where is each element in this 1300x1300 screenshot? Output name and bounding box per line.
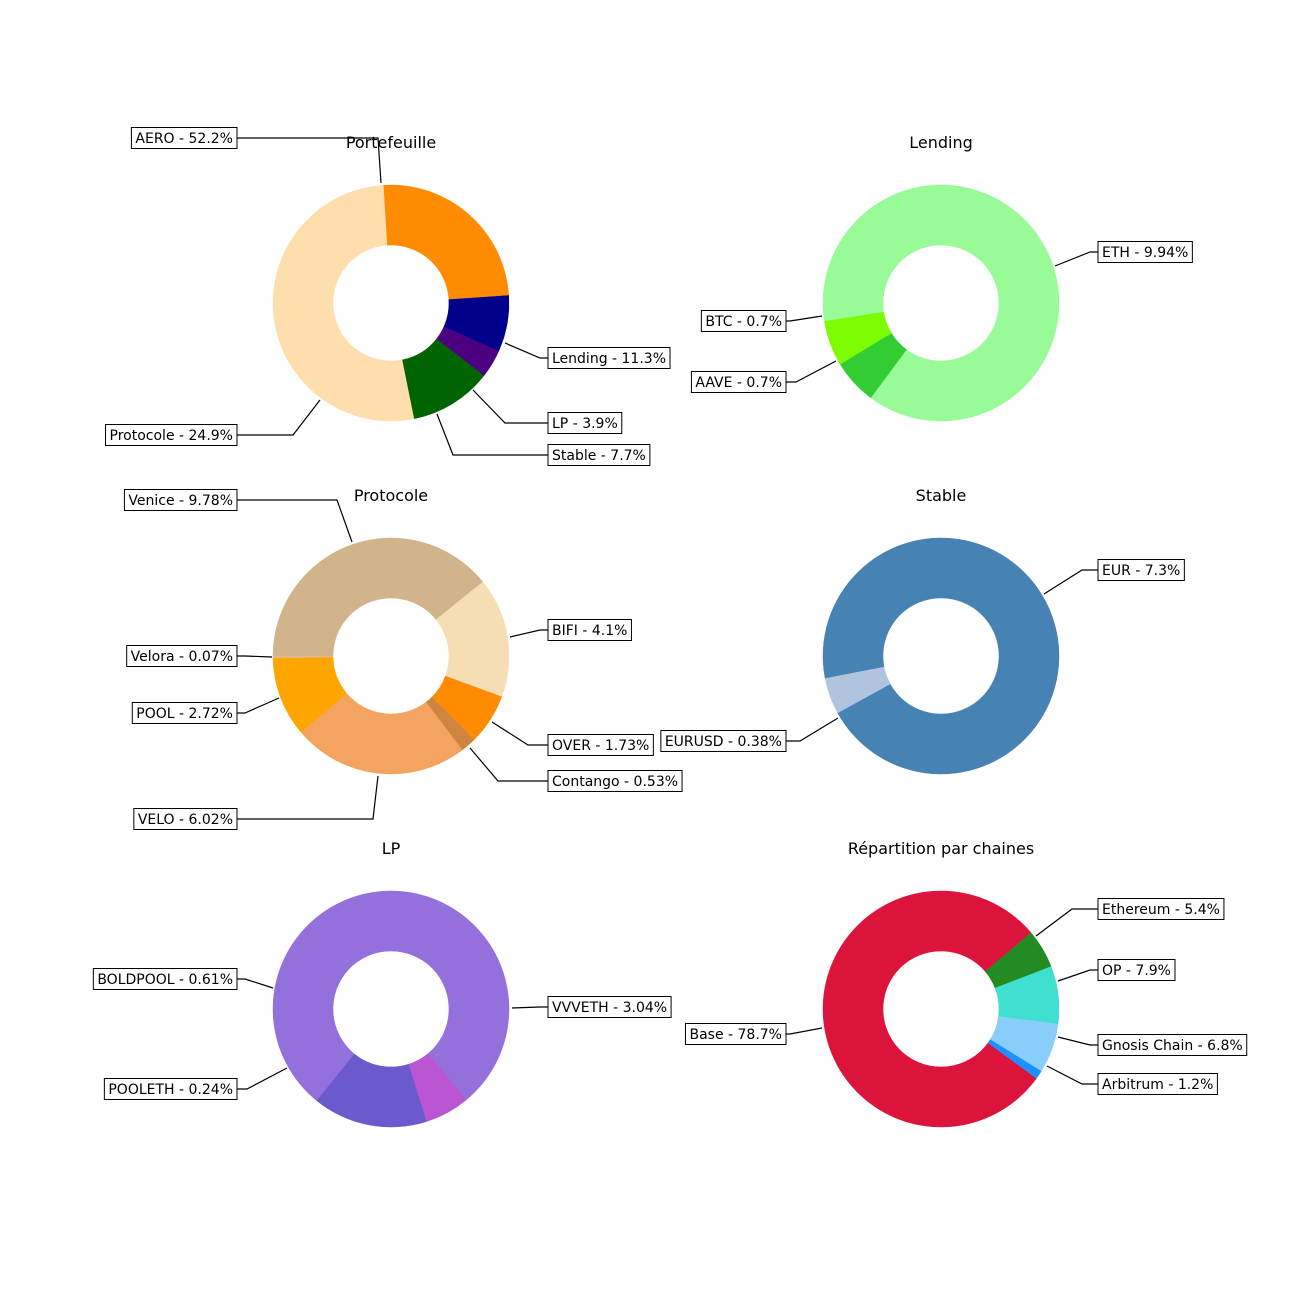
label-box (547, 412, 623, 434)
leader-line (237, 978, 274, 989)
chart-r-partition-par-chaines: Répartition par chaines Ethereum - 5.4% OP… (684, 839, 1248, 1128)
slice-label: Venice - 9.78% (128, 493, 233, 509)
leader-line (1043, 569, 1098, 595)
label-box (690, 371, 787, 393)
label-box (547, 444, 651, 466)
slice-eurusd (824, 666, 891, 714)
label-box (1097, 1034, 1248, 1056)
label-box (123, 489, 238, 511)
label-box (133, 808, 238, 830)
slice-label: Arbitrum - 1.2% (1102, 1077, 1213, 1093)
slice-label: Base - 78.7% (689, 1027, 782, 1043)
chart-title: LP (382, 839, 401, 858)
slice-label: AAVE - 0.7% (695, 375, 782, 391)
chart-title: Répartition par chaines (848, 839, 1034, 858)
leader-line (786, 315, 823, 322)
label-box (547, 734, 654, 756)
label-box (700, 310, 787, 332)
slice-label: EURUSD - 0.38% (665, 734, 782, 750)
leader-line (509, 629, 548, 638)
slice-label: BIFI - 4.1% (552, 623, 627, 639)
slice-label: ETH - 9.94% (1102, 245, 1188, 261)
slice-velora (272, 655, 334, 659)
label-box (547, 347, 671, 369)
chart-title: Lending (909, 133, 973, 152)
slice-label: POOL - 2.72% (136, 706, 233, 722)
slice-boldpool (316, 1053, 427, 1128)
leader-line (436, 413, 548, 456)
slice-label: OP - 7.9% (1102, 963, 1171, 979)
chart-stable: Stable EUR - 7.3% EURUSD - 0.38% (660, 486, 1185, 775)
slice-eur (822, 537, 1060, 775)
label-box (1097, 559, 1185, 581)
label-box (131, 702, 238, 724)
slice-btc (824, 311, 892, 365)
label-box (1097, 1073, 1218, 1095)
leader-line (472, 389, 548, 424)
slice-label: VVVETH - 3.04% (552, 1000, 667, 1016)
leader-line (786, 1027, 823, 1035)
leader-line (1035, 908, 1098, 937)
chart-portefeuille: Portefeuille AERO - 52.2% Lending - 11.3% L… (105, 127, 671, 466)
chart-lending: Lending ETH - 9.94% AAVE - 0.7% BTC - 0.7% (690, 133, 1193, 422)
slice-label: POOLETH - 0.24% (108, 1082, 233, 1098)
leader-line (237, 399, 321, 436)
slice-label: Stable - 7.7% (552, 448, 646, 464)
slice-label: LP - 3.9% (552, 416, 618, 432)
leader-line (237, 775, 379, 820)
label-box (1097, 241, 1193, 263)
slice-label: AERO - 52.2% (135, 131, 233, 147)
leader-line (237, 655, 273, 658)
leader-line (237, 1067, 288, 1090)
slice-label: Lending - 11.3% (552, 351, 666, 367)
leader-line (469, 747, 548, 782)
leader-line (1057, 969, 1098, 982)
label-box (684, 1023, 787, 1045)
leader-line (237, 697, 280, 714)
leader-line (1057, 1036, 1098, 1046)
leader-line (786, 717, 839, 742)
label-box (660, 730, 787, 752)
chart-protocole: Protocole Venice - 9.78% BIFI - 4.1% OVER -… (123, 486, 683, 830)
chart-title: Stable (916, 486, 967, 505)
label-box (126, 645, 238, 667)
slice-venice (272, 537, 484, 657)
slice-label: Velora - 0.07% (131, 649, 233, 665)
label-box (130, 127, 238, 149)
label-box (1097, 959, 1176, 981)
label-box (547, 619, 632, 641)
slice-eth (822, 184, 1060, 422)
leader-line (511, 1006, 548, 1009)
label-box (1097, 898, 1225, 920)
leader-line (237, 499, 353, 543)
chart-title: Portefeuille (346, 133, 436, 152)
slice-label: Protocole - 24.9% (110, 428, 233, 444)
slice-velo (300, 693, 463, 775)
slice-label: Contango - 0.53% (552, 774, 678, 790)
leader-line (1046, 1065, 1098, 1085)
slice-label: Gnosis Chain - 6.8% (1102, 1038, 1243, 1054)
chart-title: Protocole (354, 486, 428, 505)
slice-label: BOLDPOOL - 0.61% (97, 972, 233, 988)
label-box (547, 770, 683, 792)
label-box (92, 968, 238, 990)
slice-label: Ethereum - 5.4% (1102, 902, 1220, 918)
leader-line (504, 342, 548, 359)
slice-label: BTC - 0.7% (705, 314, 782, 330)
label-box (105, 424, 238, 446)
leader-line (1054, 251, 1098, 267)
leader-line (491, 721, 548, 746)
slice-label: OVER - 1.73% (552, 738, 649, 754)
slice-vvveth (272, 890, 510, 1102)
leader-line (786, 360, 837, 383)
slice-label: VELO - 6.02% (138, 812, 233, 828)
chart-lp: LP VVVETH - 3.04% POOLETH - 0.24% BOLDPOOL … (92, 839, 672, 1128)
slice-base (822, 890, 1037, 1128)
label-box (547, 996, 672, 1018)
leader-line (237, 137, 382, 184)
slice-label: EUR - 7.3% (1102, 563, 1180, 579)
slice-protocole (383, 184, 509, 300)
label-box (103, 1078, 238, 1100)
